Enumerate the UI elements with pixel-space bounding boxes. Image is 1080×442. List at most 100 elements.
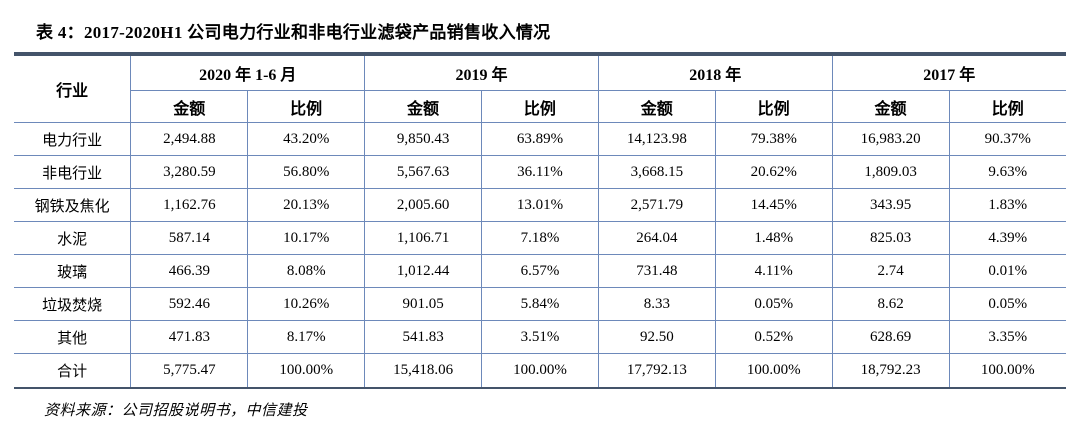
cell-amount: 628.69 (831, 320, 950, 354)
cell-ratio: 10.17% (247, 221, 366, 255)
cell-ratio: 6.57% (481, 254, 599, 288)
cell-amount: 1,809.03 (831, 155, 950, 189)
row-label: 合计 (14, 353, 132, 387)
cell-ratio: 3.51% (481, 320, 599, 354)
row-label: 水泥 (14, 221, 132, 255)
amount-header: 金额 (364, 90, 482, 123)
table-row-steel-coking: 钢铁及焦化 1,162.76 20.13% 2,005.60 13.01% 2,… (14, 188, 1066, 222)
table-row-glass: 玻璃 466.39 8.08% 1,012.44 6.57% 731.48 4.… (14, 254, 1066, 288)
cell-amount: 9,850.43 (364, 122, 482, 156)
row-label: 其他 (14, 320, 132, 354)
cell-amount: 466.39 (130, 254, 249, 288)
cell-ratio: 4.39% (948, 221, 1066, 255)
row-label: 玻璃 (14, 254, 132, 288)
cell-amount: 5,567.63 (364, 155, 482, 189)
cell-amount: 592.46 (130, 287, 249, 321)
cell-amount: 901.05 (364, 287, 482, 321)
cell-ratio: 20.62% (714, 155, 833, 189)
cell-amount: 17,792.13 (597, 353, 716, 387)
cell-amount: 2,005.60 (364, 188, 482, 222)
cell-amount: 2,494.88 (130, 122, 249, 156)
cell-ratio: 5.84% (481, 287, 599, 321)
period-header-2019: 2019 年 (364, 56, 599, 91)
table-row-cement: 水泥 587.14 10.17% 1,106.71 7.18% 264.04 1… (14, 221, 1066, 255)
bottom-rule (14, 386, 1066, 389)
cell-ratio: 0.52% (714, 320, 833, 354)
cell-amount: 541.83 (364, 320, 482, 354)
amount-header: 金额 (130, 90, 249, 123)
year-header-row: 行业 2020 年 1-6 月 2019 年 2018 年 2017 年 (14, 56, 1066, 123)
cell-ratio: 3.35% (948, 320, 1066, 354)
period-header-2018: 2018 年 (597, 56, 833, 91)
cell-ratio: 4.11% (714, 254, 833, 288)
period-header-2020h1: 2020 年 1-6 月 (130, 56, 366, 91)
cell-ratio: 79.38% (714, 122, 833, 156)
cell-amount: 92.50 (597, 320, 716, 354)
cell-ratio: 36.11% (481, 155, 599, 189)
cell-ratio: 7.18% (481, 221, 599, 255)
cell-amount: 14,123.98 (597, 122, 716, 156)
cell-amount: 587.14 (130, 221, 249, 255)
row-label: 电力行业 (14, 122, 132, 156)
cell-amount: 1,106.71 (364, 221, 482, 255)
cell-ratio: 0.05% (714, 287, 833, 321)
cell-ratio: 13.01% (481, 188, 599, 222)
ratio-header: 比例 (247, 90, 366, 123)
cell-amount: 471.83 (130, 320, 249, 354)
cell-amount: 731.48 (597, 254, 716, 288)
cell-ratio: 1.83% (948, 188, 1066, 222)
subheader-row: 金额 比例 金额 比例 金额 比例 金额 比例 (14, 90, 1066, 123)
cell-amount: 2,571.79 (597, 188, 716, 222)
cell-ratio: 1.48% (714, 221, 833, 255)
cell-ratio: 100.00% (948, 353, 1066, 387)
cell-amount: 1,012.44 (364, 254, 482, 288)
cell-ratio: 90.37% (948, 122, 1066, 156)
cell-amount: 825.03 (831, 221, 950, 255)
cell-ratio: 20.13% (247, 188, 366, 222)
report-table-page: 表 4：2017-2020H1 公司电力行业和非电行业滤袋产品销售收入情况 行业… (14, 0, 1066, 420)
cell-amount: 8.33 (597, 287, 716, 321)
table-row-electric-power: 电力行业 2,494.88 43.20% 9,850.43 63.89% 14,… (14, 122, 1066, 156)
cell-amount: 2.74 (831, 254, 950, 288)
cell-amount: 3,668.15 (597, 155, 716, 189)
cell-ratio: 56.80% (247, 155, 366, 189)
cell-ratio: 100.00% (714, 353, 833, 387)
cell-ratio: 63.89% (481, 122, 599, 156)
cell-ratio: 100.00% (247, 353, 366, 387)
table-row-other: 其他 471.83 8.17% 541.83 3.51% 92.50 0.52%… (14, 320, 1066, 354)
cell-ratio: 8.08% (247, 254, 366, 288)
table-title: 表 4：2017-2020H1 公司电力行业和非电行业滤袋产品销售收入情况 (36, 23, 551, 42)
cell-amount: 18,792.23 (831, 353, 950, 387)
amount-header: 金额 (597, 90, 716, 123)
row-label: 垃圾焚烧 (14, 287, 132, 321)
source-note: 资料来源：公司招股说明书，中信建投 (44, 402, 308, 419)
cell-ratio: 9.63% (948, 155, 1066, 189)
cell-amount: 3,280.59 (130, 155, 249, 189)
ratio-header: 比例 (948, 90, 1066, 123)
cell-amount: 343.95 (831, 188, 950, 222)
table-row-non-electric: 非电行业 3,280.59 56.80% 5,567.63 36.11% 3,6… (14, 155, 1066, 189)
table-row-total: 合计 5,775.47 100.00% 15,418.06 100.00% 17… (14, 353, 1066, 387)
table-row-waste-incineration: 垃圾焚烧 592.46 10.26% 901.05 5.84% 8.33 0.0… (14, 287, 1066, 321)
cell-ratio: 10.26% (247, 287, 366, 321)
cell-amount: 8.62 (831, 287, 950, 321)
cell-ratio: 14.45% (714, 188, 833, 222)
cell-ratio: 43.20% (247, 122, 366, 156)
cell-ratio: 0.05% (948, 287, 1066, 321)
ratio-header: 比例 (481, 90, 599, 123)
amount-header: 金额 (831, 90, 950, 123)
row-label: 非电行业 (14, 155, 132, 189)
cell-ratio: 100.00% (481, 353, 599, 387)
ratio-header: 比例 (714, 90, 833, 123)
period-header-2017: 2017 年 (831, 56, 1066, 91)
top-rule (14, 52, 1066, 56)
cell-ratio: 0.01% (948, 254, 1066, 288)
row-label: 钢铁及焦化 (14, 188, 132, 222)
filter-bag-sales-revenue-table: 行业 2020 年 1-6 月 2019 年 2018 年 2017 年 金额 … (14, 56, 1066, 387)
cell-amount: 16,983.20 (831, 122, 950, 156)
cell-amount: 264.04 (597, 221, 716, 255)
cell-amount: 5,775.47 (130, 353, 249, 387)
cell-amount: 15,418.06 (364, 353, 482, 387)
industry-column-header: 行业 (14, 56, 132, 123)
cell-ratio: 8.17% (247, 320, 366, 354)
